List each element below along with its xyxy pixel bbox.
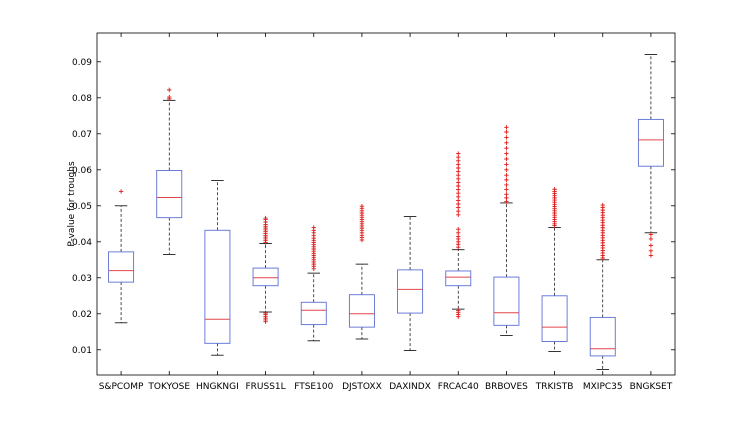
y-tick-label: 0.07 [72,130,92,140]
box-hngkngi [204,180,231,356]
iqr-box [493,276,520,326]
x-tick-label: MXIPC35 [583,382,623,392]
outlier-point [167,87,172,93]
outlier-point [504,162,509,167]
outlier-point [263,215,268,221]
outlier-point [456,151,461,156]
outlier-point [118,189,124,194]
box-series [108,54,664,371]
outlier-point [648,243,654,248]
y-tick-label: 0.05 [72,202,92,212]
x-tick-label: TRKISTB [535,382,574,392]
iqr-box [156,170,183,219]
outlier-point [311,225,316,230]
x-tick-label: DJSTOXX [342,382,382,392]
y-tick-label: 0.03 [72,274,92,284]
x-tick-label: DAXINDX [389,382,431,392]
outlier-point [552,187,557,192]
outlier-point [456,227,461,232]
x-tick-label: HNGKNGI [196,382,239,392]
y-tick-label: 0.02 [72,310,92,320]
box-mxipc35 [589,202,616,371]
outlier-point [504,192,509,197]
outlier-point [167,94,172,100]
outlier-point [504,125,509,130]
outlier-point [504,167,509,172]
y-tick-label: 0.01 [72,346,92,356]
box-trkistb [541,187,568,353]
outlier-point [504,140,509,145]
iqr-box [445,270,472,287]
box-daxindx [397,216,424,351]
iqr-box [300,301,327,326]
outlier-point [504,173,509,178]
box-fruss1l [252,215,279,324]
iqr-box [348,294,375,328]
iqr-box [637,118,664,167]
outlier-point [504,146,509,151]
y-tick-label: 0.09 [72,58,92,68]
iqr-box [589,316,616,357]
box-tokyose [156,87,183,255]
outlier-point [648,248,654,253]
box-s-pcomp [108,189,135,324]
x-tick-label: FRUSS1L [245,382,285,392]
iqr-box [541,295,568,342]
outlier-point [504,129,509,135]
outlier-point [504,135,509,140]
axis-ticks: 0.01 0.02 0.03 0.04 0.05 0.06 0.07 0.08 0.09 S&PC… [72,33,675,392]
box-brboves [493,125,520,336]
outlier-point [504,182,509,188]
x-tick-label: S&PCOMP [99,382,144,392]
iqr-box [204,229,231,344]
outlier-point [648,236,654,242]
y-axis-label: P-value for troughs [67,161,77,247]
outlier-point [648,232,654,237]
box-ftse100 [300,225,327,342]
x-tick-label: TOKYOSE [147,382,190,392]
x-tick-label: BRBOVES [485,382,528,392]
iqr-box [252,267,279,287]
outlier-point [504,177,509,183]
box-bngkset [637,54,664,258]
x-tick-label: BNGKSET [630,382,673,392]
outlier-point [263,310,268,316]
plot-area [96,32,676,376]
outlier-point [359,203,365,209]
x-tick-label: FTSE100 [294,382,333,392]
box-frcac40 [445,151,472,319]
x-tick-label: FRCAC40 [438,382,479,392]
box-djstoxx [348,203,375,340]
outlier-point [504,156,509,162]
outlier-point [456,308,461,313]
iqr-box [397,269,424,314]
y-tick-label: 0.06 [72,166,92,176]
outlier-point [504,151,509,156]
outlier-point [504,187,509,192]
outlier-point [648,253,654,258]
outlier-point [600,202,605,208]
y-tick-label: 0.04 [72,238,92,248]
iqr-box [108,251,135,283]
y-tick-label: 0.08 [72,94,92,104]
